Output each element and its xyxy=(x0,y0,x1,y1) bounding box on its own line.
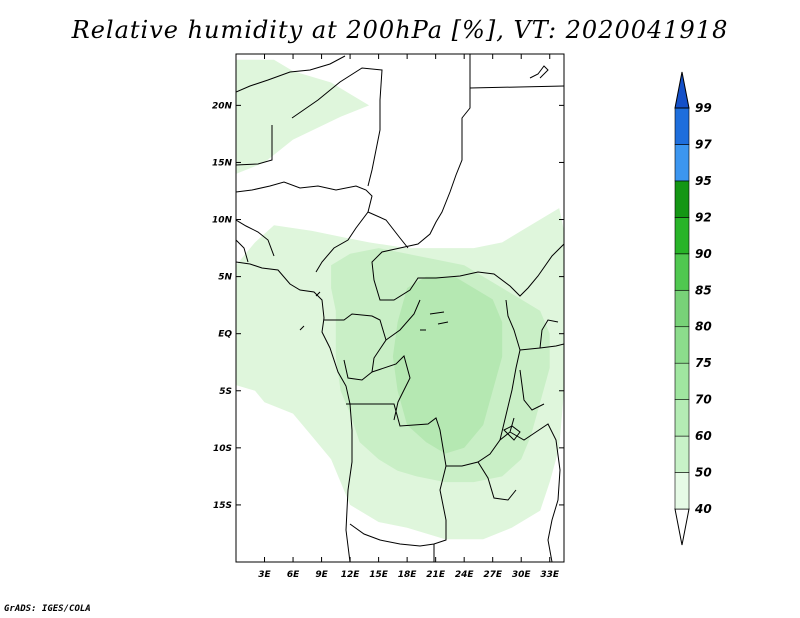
humidity-area-50-0 xyxy=(236,59,370,174)
colorbar-label: 99 xyxy=(695,101,712,115)
colorbar-under-triangle xyxy=(674,508,690,546)
x-tick-label: 15E xyxy=(369,570,389,580)
colorbar-segment-97 xyxy=(674,107,690,145)
colorbar-segment-95 xyxy=(674,144,690,182)
x-axis: 3E 6E 9E 12E 15E 18E 21E 24E 27E 30E 33E xyxy=(258,54,560,580)
colorbar-segment-92 xyxy=(674,180,690,218)
x-tick-label: 33E xyxy=(540,570,560,580)
colorbar-segment-85 xyxy=(674,253,690,291)
x-tick-label: 9E xyxy=(315,570,328,580)
colorbar-label: 92 xyxy=(695,210,712,224)
colorbar-segment-90 xyxy=(674,217,690,255)
colorbar-label: 85 xyxy=(695,283,712,297)
y-tick-label: 10S xyxy=(213,444,232,454)
colorbar-label: 70 xyxy=(695,393,712,407)
colorbar-label: 97 xyxy=(695,137,712,151)
colorbar-segment-40 xyxy=(674,472,690,510)
y-tick-label: EQ xyxy=(218,330,232,340)
colorbar-over-triangle xyxy=(674,71,690,109)
plot-frame xyxy=(235,53,565,563)
colorbar-label: 90 xyxy=(695,247,712,261)
colorbar-label: 80 xyxy=(695,320,712,334)
x-tick-label: 21E xyxy=(426,570,446,580)
chart-title: Relative humidity at 200hPa [%], VT: 202… xyxy=(71,16,729,44)
colorbar-segment-60 xyxy=(674,399,690,437)
colorbar-label: 75 xyxy=(695,356,712,370)
x-tick-label: 27E xyxy=(483,570,503,580)
grads-credit: GrADS: IGES/COLA xyxy=(4,604,91,614)
humidity-field-layer xyxy=(236,59,564,540)
x-tick-label: 18E xyxy=(398,570,418,580)
colorbar-label: 50 xyxy=(695,466,712,480)
colorbar-label: 95 xyxy=(695,174,712,188)
colorbar-segment-70 xyxy=(674,362,690,400)
colorbar-label: 40 xyxy=(694,502,712,516)
x-tick-label: 30E xyxy=(512,570,532,580)
y-tick-label: 20N xyxy=(212,101,233,111)
humidity-area-70-3 xyxy=(392,276,503,454)
colorbar-segment-50 xyxy=(674,435,690,473)
y-tick-label: 5N xyxy=(218,273,232,283)
country-borders xyxy=(236,54,564,562)
y-axis: 20N 15N 10N 5N EQ 5S 10S 15S xyxy=(212,101,564,511)
colorbar-label: 60 xyxy=(695,429,712,443)
y-tick-label: 10N xyxy=(212,216,233,226)
x-tick-label: 24E xyxy=(455,570,475,580)
y-tick-label: 5S xyxy=(219,387,232,397)
y-tick-label: 15S xyxy=(213,501,232,511)
colorbar-segment-75 xyxy=(674,326,690,364)
x-tick-label: 6E xyxy=(287,570,300,580)
colorbar-segment-80 xyxy=(674,289,690,328)
colorbar: 40 50 60 70 75 80 85 90 92 95 97 99 xyxy=(674,71,712,546)
x-tick-label: 12E xyxy=(341,570,361,580)
x-tick-label: 3E xyxy=(258,570,271,580)
y-tick-label: 15N xyxy=(212,158,233,168)
